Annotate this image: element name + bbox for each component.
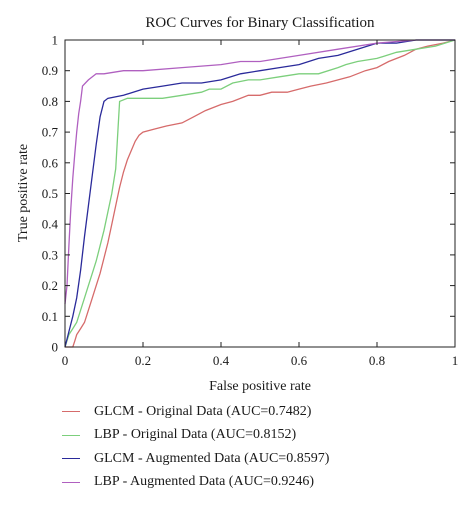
legend-label: LBP - Original Data (AUC=0.8152) [94, 427, 297, 443]
legend-item: GLCM - Augmented Data (AUC=0.8597) [62, 447, 329, 471]
roc-chart: ROC Curves for Binary Classification 0 0.… [16, 15, 459, 394]
x-tick-label: 0.2 [135, 353, 151, 368]
series-line-1 [65, 39, 456, 348]
y-tick-label: 0.9 [42, 63, 58, 78]
legend-item: LBP - Original Data (AUC=0.8152) [62, 424, 329, 448]
y-tick-label: 0.1 [42, 309, 58, 324]
y-tick-label: 0.4 [42, 217, 59, 232]
chart-title: ROC Curves for Binary Classification [145, 15, 375, 31]
y-tick-label: 0.6 [42, 155, 59, 170]
x-axis: 0 0.2 0.4 0.6 0.8 1 [62, 40, 459, 368]
y-axis-label: True positive rate [16, 144, 31, 242]
x-tick-label: 0.4 [213, 353, 230, 368]
legend: GLCM - Original Data (AUC=0.7482) LBP - O… [62, 400, 329, 494]
x-tick-label: 0 [62, 353, 69, 368]
legend-label: LBP - Augmented Data (AUC=0.9246) [94, 474, 315, 490]
y-tick-label: 0.3 [42, 247, 58, 262]
legend-swatch [62, 434, 80, 436]
plot-frame [64, 39, 456, 348]
y-tick-label: 1 [52, 33, 59, 48]
y-tick-label: 0.7 [42, 125, 59, 140]
y-axis: 0 0.1 0.2 0.3 0.4 0.5 0.6 0.7 0.8 0.9 1 [42, 33, 455, 355]
legend-item: LBP - Augmented Data (AUC=0.9246) [62, 471, 329, 495]
y-tick-label: 0.5 [42, 186, 58, 201]
series-line-4 [64, 39, 455, 305]
y-tick-label: 0 [52, 340, 59, 355]
x-tick-label: 1 [452, 353, 459, 368]
x-tick-label: 0.6 [291, 353, 308, 368]
y-tick-label: 0.2 [42, 278, 58, 293]
y-tick-label: 0.8 [42, 94, 58, 109]
legend-label: GLCM - Original Data (AUC=0.7482) [94, 403, 312, 419]
legend-swatch [62, 411, 80, 413]
legend-label: GLCM - Augmented Data (AUC=0.8597) [94, 450, 330, 466]
x-axis-label: False positive rate [209, 379, 311, 394]
x-tick-label: 0.8 [369, 353, 385, 368]
legend-swatch [62, 481, 80, 483]
series-line-3 [64, 39, 455, 348]
series-line-2 [64, 39, 456, 348]
legend-swatch [62, 458, 80, 460]
legend-item: GLCM - Original Data (AUC=0.7482) [62, 400, 329, 424]
curves-group [64, 39, 456, 348]
